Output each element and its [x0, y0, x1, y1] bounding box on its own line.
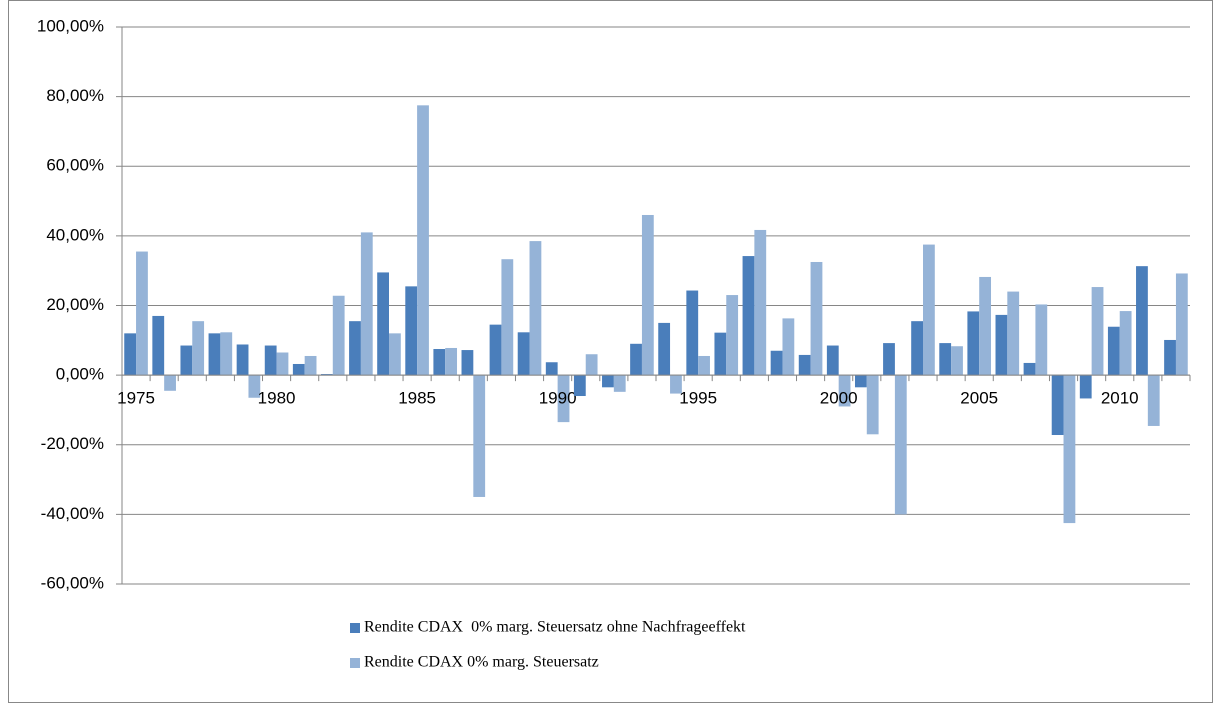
bar [349, 321, 361, 376]
bar [320, 374, 333, 376]
x-tick-label: 2005 [960, 389, 998, 408]
x-tick-label: 2010 [1101, 389, 1139, 408]
bar [276, 352, 289, 376]
bar [1051, 375, 1064, 436]
bar [951, 346, 963, 376]
bar [152, 315, 165, 376]
bar [180, 345, 193, 376]
x-tick-label: 1975 [117, 389, 155, 408]
x-tick-label: 1995 [679, 389, 717, 408]
bar [798, 354, 811, 376]
bar [264, 345, 277, 376]
bar [742, 256, 755, 376]
bar [1091, 287, 1104, 376]
y-tick-label: 80,00% [46, 86, 104, 105]
bar [192, 321, 205, 376]
bar [304, 355, 317, 376]
bar [417, 105, 429, 376]
bar [1035, 304, 1048, 376]
bar [545, 362, 558, 376]
y-tick-label: -40,00% [41, 504, 104, 523]
bar [124, 333, 137, 376]
bar [557, 375, 570, 423]
bar [894, 375, 907, 515]
bar [292, 363, 305, 376]
bar [939, 343, 952, 376]
bar [517, 332, 530, 376]
bar [979, 276, 992, 376]
bar [1107, 326, 1120, 376]
bar [1079, 375, 1092, 399]
bar [883, 343, 895, 376]
bar [826, 345, 839, 376]
bar [698, 355, 710, 376]
bar [995, 314, 1008, 376]
bar [501, 259, 514, 376]
bar [489, 324, 502, 376]
bar [220, 332, 233, 376]
bar [1007, 291, 1020, 376]
bar [1023, 362, 1036, 376]
x-tick-label: 1990 [539, 389, 577, 408]
bar [641, 214, 654, 376]
bar [433, 349, 446, 376]
bar [529, 241, 542, 376]
bar [405, 286, 418, 376]
bar [686, 290, 699, 376]
x-tick-label: 1985 [398, 389, 436, 408]
bar [1147, 375, 1160, 426]
bar [332, 295, 345, 376]
bar [360, 232, 373, 376]
y-tick-label: 20,00% [46, 295, 104, 314]
y-tick-label: 40,00% [46, 225, 104, 244]
bar [754, 229, 767, 376]
bar [854, 375, 867, 388]
bar [377, 272, 389, 376]
bar [164, 375, 176, 391]
y-tick-label: 100,00% [37, 16, 104, 35]
bar [473, 375, 486, 497]
bar [602, 375, 614, 388]
bar [613, 375, 626, 392]
bar [1119, 311, 1132, 376]
bar [1136, 266, 1148, 376]
bar [1175, 273, 1188, 376]
bar [770, 350, 783, 376]
legend-swatch [350, 658, 360, 668]
x-tick-label: 2000 [820, 389, 858, 408]
bar [923, 244, 935, 376]
x-tick-label: 1980 [258, 389, 296, 408]
bar [208, 333, 221, 376]
legend-label: Rendite CDAX 0% marg. Steuersatz [364, 654, 599, 671]
bar [236, 344, 249, 376]
bar [911, 321, 923, 376]
y-tick-label: -20,00% [41, 434, 104, 453]
bar [782, 318, 795, 376]
bar [658, 322, 671, 376]
legend-swatch [350, 623, 360, 633]
bar [670, 375, 682, 394]
y-tick-label: -60,00% [41, 573, 104, 592]
bar [445, 347, 458, 376]
bar [967, 311, 980, 376]
bar [714, 332, 727, 376]
bar [136, 251, 148, 376]
bar [248, 375, 261, 398]
bar [866, 375, 879, 435]
bar [389, 333, 401, 376]
y-tick-label: 60,00% [46, 156, 104, 175]
bar [1164, 339, 1176, 376]
legend-label: Rendite CDAX 0% marg. Steuersatz ohne Na… [364, 619, 746, 636]
bar [573, 375, 586, 397]
y-tick-label: 0,00% [56, 365, 104, 384]
bar [585, 354, 598, 376]
bar [726, 295, 739, 376]
bar [1063, 375, 1076, 524]
bar [461, 350, 474, 376]
bar [838, 375, 851, 407]
bar [810, 261, 823, 376]
bar [630, 343, 642, 376]
